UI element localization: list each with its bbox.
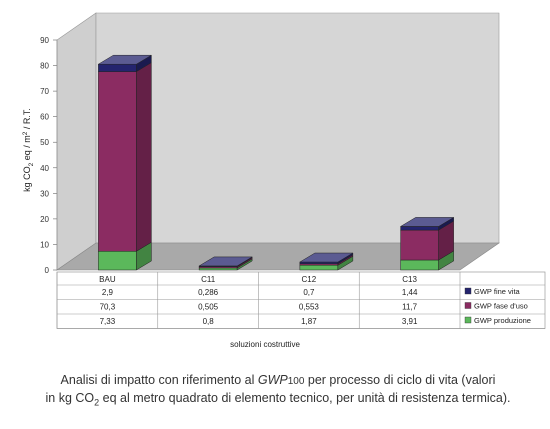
bar-C11-gwp-fine-vita bbox=[198, 256, 254, 268]
bar-C13-gwp-fase-d-uso bbox=[400, 220, 454, 261]
chart-back-wall bbox=[56, 12, 500, 271]
table-cell: 1,44 bbox=[402, 288, 418, 297]
legend-swatch bbox=[464, 302, 472, 309]
caption-text-3: in kg CO bbox=[45, 391, 95, 405]
caption-text-2: per processo di ciclo di vita (valori bbox=[304, 373, 496, 387]
table-cell: 1,87 bbox=[301, 317, 317, 326]
bar-C12-gwp-fine-vita bbox=[298, 252, 354, 265]
y-tick-label: 30 bbox=[40, 189, 49, 198]
y-tick-label: 0 bbox=[45, 266, 50, 275]
bar-BAU-gwp-produzione bbox=[98, 241, 152, 271]
bar-BAU-gwp-fine-vita bbox=[97, 54, 153, 73]
table-cell: 2,9 bbox=[102, 288, 114, 297]
legend-swatch bbox=[464, 316, 472, 324]
category-label: BAU bbox=[99, 275, 116, 284]
y-tick-label: 50 bbox=[40, 138, 49, 147]
legend-label: GWP fase d'uso bbox=[474, 302, 528, 311]
x-axis-label: soluzioni costruttive bbox=[230, 340, 300, 349]
bar-C13-gwp-fine-vita bbox=[399, 216, 455, 231]
y-tick-label: 80 bbox=[40, 62, 49, 71]
y-tick-label: 70 bbox=[40, 87, 49, 96]
caption-gwp: GWP bbox=[257, 373, 288, 387]
side-wall bbox=[56, 12, 97, 271]
y-tick-label: 40 bbox=[40, 164, 49, 173]
table-cell: 0,8 bbox=[203, 317, 215, 326]
figure-caption: Analisi di impatto con riferimento al GW… bbox=[18, 372, 538, 412]
stacked-bar-chart: 0 10 20 30 40 50 60 70 80 90 BAU C11 C12 C13 2,9 0,286… bbox=[22, 12, 546, 349]
table-cell: 7,33 bbox=[100, 317, 116, 326]
category-label: C13 bbox=[402, 275, 417, 284]
bar-BAU-gwp-fase-d-uso bbox=[98, 62, 152, 252]
table-cell: 0,505 bbox=[198, 303, 219, 312]
caption-gwp-sub: 100 bbox=[287, 376, 305, 387]
data-table: BAU C11 C12 C13 2,9 0,286 0,7 1,44 GWP fine vita… bbox=[56, 271, 546, 329]
caption-text-4: eq al metro quadrato di elemento tecnico… bbox=[99, 391, 511, 405]
table-cell: 70,3 bbox=[100, 303, 116, 312]
y-axis-label: kg CO2 eq / m2 / R.T. bbox=[22, 108, 35, 192]
table-cell: 11,7 bbox=[402, 303, 418, 312]
table-cell: 0,286 bbox=[198, 288, 219, 297]
y-tick-label: 20 bbox=[40, 215, 49, 224]
table-cell: 0,553 bbox=[299, 303, 320, 312]
back-wall bbox=[95, 12, 500, 244]
legend-label: GWP fine vita bbox=[474, 287, 521, 296]
table-frame bbox=[56, 271, 546, 329]
bars-group bbox=[97, 54, 455, 271]
category-label: C11 bbox=[201, 275, 216, 284]
legend-swatch bbox=[464, 287, 472, 295]
y-axis: 0 10 20 30 40 50 60 70 80 90 bbox=[40, 36, 58, 275]
legend-label: GWP produzione bbox=[474, 316, 531, 325]
table-cell: 3,91 bbox=[402, 317, 418, 326]
caption-text-1: Analisi di impatto con riferimento al bbox=[60, 373, 258, 387]
y-tick-label: 60 bbox=[40, 113, 49, 122]
table-cell: 0,7 bbox=[303, 288, 315, 297]
y-tick-label: 10 bbox=[40, 240, 49, 249]
category-label: C12 bbox=[302, 275, 317, 284]
y-tick-label: 90 bbox=[40, 36, 49, 45]
caption-co2-sub: 2 bbox=[94, 397, 100, 408]
